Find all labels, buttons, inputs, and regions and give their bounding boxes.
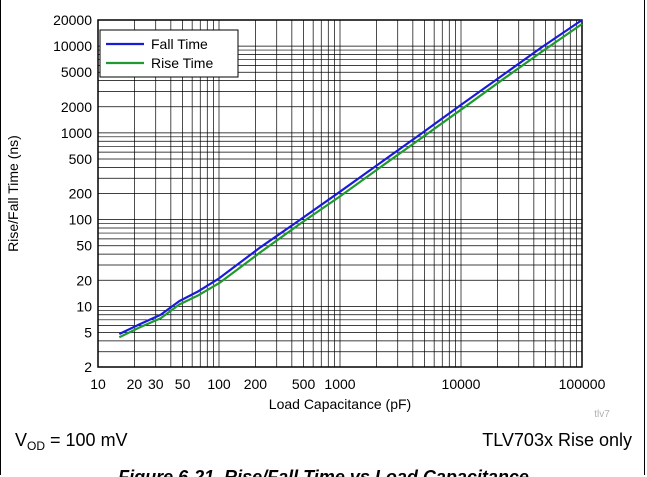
y-tick-label: 1000	[61, 125, 92, 141]
y-tick-label: 10000	[53, 38, 92, 54]
condition-device: TLV703x Rise only	[482, 430, 632, 450]
watermark-text: tlv7	[594, 409, 610, 420]
y-tick-label: 50	[76, 238, 92, 254]
x-axis-label: Load Capacitance (pF)	[269, 396, 411, 412]
y-tick-label: 5	[84, 324, 92, 340]
x-tick-label: 100	[207, 376, 231, 392]
x-tick-label: 10000	[442, 376, 481, 392]
y-tick-label: 2	[84, 359, 92, 375]
x-tick-label: 30	[148, 376, 164, 392]
plot-border	[97, 19, 583, 368]
legend: Fall Time Rise Time	[99, 29, 239, 78]
y-tick-label: 2000	[61, 99, 92, 115]
chart: 10 20 30 50 100 200 500 1000 10000 100000 2 5 10 20 5…	[5, 12, 610, 420]
y-tick-label: 100	[69, 212, 93, 228]
y-tick-label: 10	[76, 298, 92, 314]
x-tick-label: 200	[244, 376, 268, 392]
condition-vod-symbol: V	[15, 430, 28, 450]
y-axis-label: Rise/Fall Time (ns)	[5, 135, 21, 252]
y-tick-label: 20000	[53, 12, 92, 28]
series-line-fall-time	[118, 19, 583, 335]
y-tick-label: 500	[69, 151, 93, 167]
figure-caption: Figure 6-21. Rise/Fall Time vs Load Capa…	[118, 467, 529, 477]
series-layer	[118, 19, 583, 339]
legend-entry-label: Rise Time	[151, 55, 213, 71]
legend-entry-label: Fall Time	[151, 36, 208, 52]
y-tick-label: 5000	[61, 64, 92, 80]
x-tick-label: 20	[127, 376, 143, 392]
y-axis-ticks: 2 5 10 20 50 100 200 500 1000 2000 5000 10000 20000	[53, 12, 92, 375]
x-tick-label: 1000	[324, 376, 355, 392]
x-tick-label: 500	[292, 376, 316, 392]
condition-vod: VOD = 100 mV	[15, 430, 128, 453]
y-tick-label: 200	[69, 186, 93, 202]
series-line-rise-time	[118, 23, 583, 339]
x-tick-label: 10	[90, 376, 106, 392]
condition-vod-value: = 100 mV	[45, 430, 128, 450]
condition-vod-subscript: OD	[27, 439, 46, 453]
y-tick-label: 20	[76, 272, 92, 288]
grid	[98, 20, 582, 367]
x-axis-ticks: 10 20 30 50 100 200 500 1000 10000 100000	[90, 376, 605, 392]
legend-box	[99, 29, 239, 78]
x-tick-label: 100000	[559, 376, 606, 392]
x-tick-label: 50	[175, 376, 191, 392]
